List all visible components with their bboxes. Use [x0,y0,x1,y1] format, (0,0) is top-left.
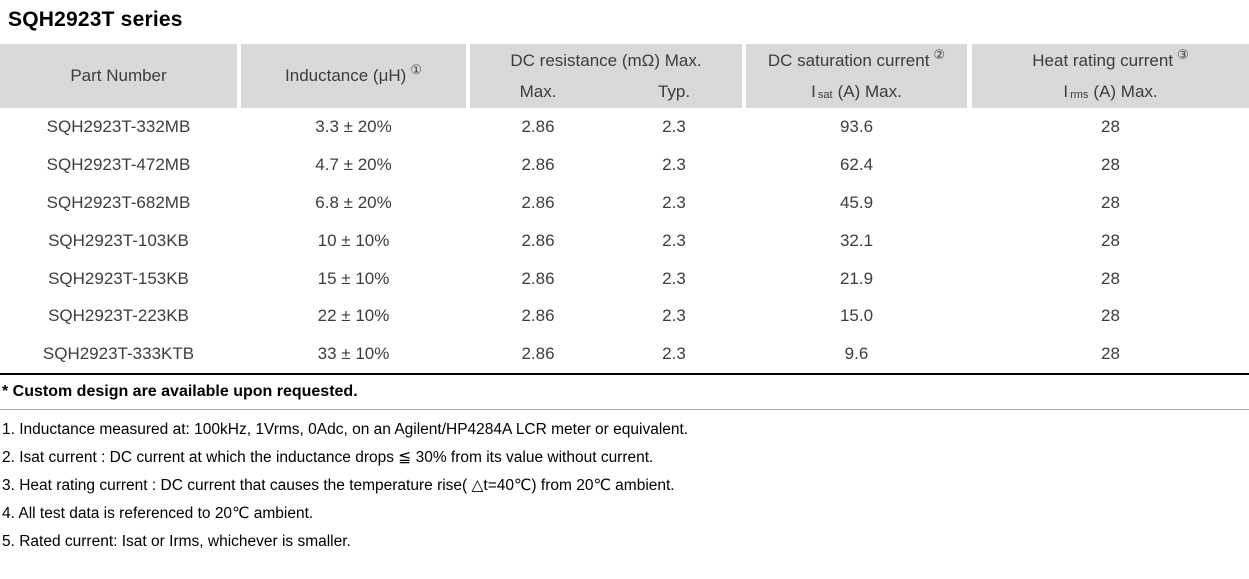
table-row: SQH2923T-472MB 4.7 ± 20% 2.86 2.3 62.4 2… [0,146,1249,184]
cell-part-number: SQH2923T-332MB [46,116,191,136]
cell-irms: 28 [1101,268,1120,288]
subheader-max: Max. [519,81,557,101]
cell-isat: 62.4 [839,154,874,174]
header-divider [967,44,972,108]
cell-inductance: 10 ± 10% [317,230,390,250]
cell-inductance: 6.8 ± 20% [315,192,392,212]
cell-isat: 21.9 [839,268,874,288]
cell-dcr-typ: 2.3 [662,344,686,364]
cell-irms: 28 [1101,154,1120,174]
cell-isat: 32.1 [839,230,874,250]
footnote-1: 1. Inductance measured at: 100kHz, 1Vrms… [2,421,689,438]
dc-resistance-group-label: DC resistance (mΩ) Max. [510,51,702,70]
cell-part-number: SQH2923T-153KB [48,268,189,288]
table-header-row: Part Number Inductance (μH) ① DC resistan… [0,44,1249,108]
dc-resistance-subheaders: Max. Typ. [470,77,742,107]
footnote-ref-2: ② [933,47,946,62]
custom-design-note: * Custom design are available upon reque… [0,377,1249,410]
cell-isat: 9.6 [844,344,869,364]
footnote-5: 5. Rated current: Isat or Irms, whicheve… [2,533,351,550]
table-row: SQH2923T-103KB 10 ± 10% 2.86 2.3 32.1 28 [0,222,1249,260]
table-body: SQH2923T-332MB 3.3 ± 20% 2.86 2.3 93.6 2… [0,108,1249,376]
cell-dcr-max: 2.86 [521,268,555,288]
cell-part-number: SQH2923T-682MB [46,192,191,212]
footnote-4: 4. All test data is referenced to 20℃ am… [2,505,314,522]
cell-irms: 28 [1101,116,1120,136]
subheader-typ: Typ. [657,81,691,101]
page-title: SQH2923T series [8,8,183,31]
table-row: SQH2923T-223KB 22 ± 10% 2.86 2.3 15.0 28 [0,297,1249,335]
cell-part-number: SQH2923T-223KB [48,306,189,326]
header-divider [466,44,470,108]
footnotes-list: 1. Inductance measured at: 100kHz, 1Vrms… [2,416,1242,556]
cell-irms: 28 [1101,230,1120,250]
header-divider [237,44,241,108]
spec-table: Part Number Inductance (μH) ① DC resistan… [0,44,1249,376]
footnote-2: 2. Isat current : DC current at which th… [2,449,654,466]
cell-part-number: SQH2923T-103KB [48,230,189,250]
cell-inductance: 33 ± 10% [317,344,390,364]
cell-inductance: 15 ± 10% [317,268,390,288]
cell-part-number: SQH2923T-333KTB [42,344,195,364]
dc-saturation-group-label: DC saturation current ② [767,47,946,70]
footnote-3: 3. Heat rating current : DC current that… [2,477,675,494]
cell-dcr-typ: 2.3 [662,154,686,174]
col-header-inductance: Inductance (μH) ① [241,44,466,108]
col-header-part-number: Part Number [0,44,237,108]
col-header-inductance-label: Inductance (μH) [285,66,407,85]
cell-irms: 28 [1101,192,1120,212]
cell-dcr-max: 2.86 [521,230,555,250]
cell-dcr-max: 2.86 [521,116,555,136]
table-row: SQH2923T-333KTB 33 ± 10% 2.86 2.3 9.6 28 [0,335,1249,373]
col-header-part-number-label: Part Number [70,66,167,85]
table-row: SQH2923T-682MB 6.8 ± 20% 2.86 2.3 45.9 2… [0,184,1249,222]
heat-rating-group-label: Heat rating current ③ [1032,47,1189,70]
cell-dcr-max: 2.86 [521,344,555,364]
cell-dcr-typ: 2.3 [662,192,686,212]
cell-dcr-typ: 2.3 [662,268,686,288]
header-divider [742,44,746,108]
cell-part-number: SQH2923T-472MB [46,154,191,174]
cell-isat: 15.0 [839,306,874,326]
cell-isat: 45.9 [839,192,874,212]
cell-inductance: 4.7 ± 20% [315,154,392,174]
footnote-ref-3: ③ [1177,47,1189,62]
table-row: SQH2923T-153KB 15 ± 10% 2.86 2.3 21.9 28 [0,260,1249,298]
cell-dcr-typ: 2.3 [662,230,686,250]
cell-irms: 28 [1101,306,1120,326]
cell-isat: 93.6 [839,116,874,136]
footnote-ref-1: ① [410,62,422,77]
cell-irms: 28 [1101,344,1120,364]
cell-dcr-max: 2.86 [521,306,555,326]
col-header-dc-resistance: DC resistance (mΩ) Max. Max. Typ. [470,44,742,108]
cell-inductance: 3.3 ± 20% [315,116,392,136]
table-row: SQH2923T-332MB 3.3 ± 20% 2.86 2.3 93.6 2… [0,108,1249,146]
cell-dcr-max: 2.86 [521,192,555,212]
cell-dcr-typ: 2.3 [662,306,686,326]
cell-dcr-typ: 2.3 [662,116,686,136]
cell-inductance: 22 ± 10% [317,306,390,326]
cell-dcr-max: 2.86 [521,154,555,174]
